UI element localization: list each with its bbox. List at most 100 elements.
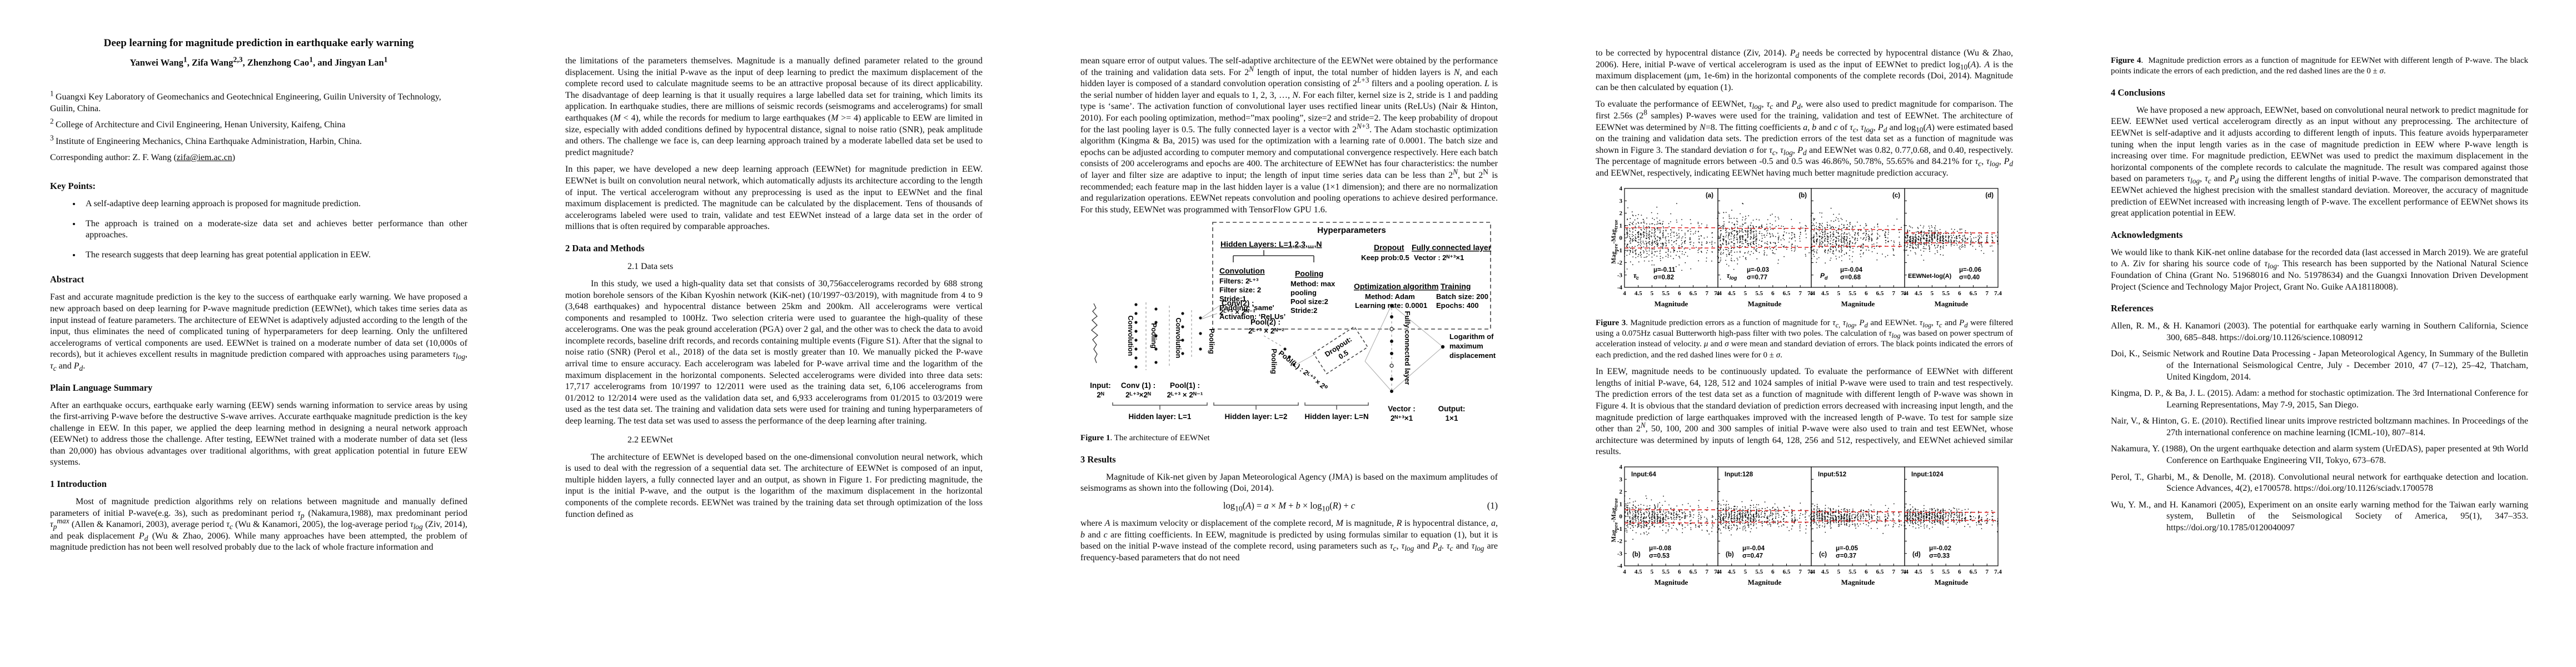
svg-text:6: 6 xyxy=(1958,569,1961,575)
svg-text:5.5: 5.5 xyxy=(1662,290,1670,297)
training-epochs: Epochs: 400 xyxy=(1436,301,1479,310)
svg-text:6: 6 xyxy=(1771,290,1775,297)
svg-text:-3: -3 xyxy=(1617,272,1623,278)
conv-activation: Activation: ‘ReLUs’ xyxy=(1219,312,1285,321)
optimization-title: Optimization algorithm xyxy=(1354,282,1438,291)
scatter-points-panel-1 xyxy=(1624,495,1718,540)
svg-text:6.5: 6.5 xyxy=(1970,290,1977,297)
svg-text:6: 6 xyxy=(1865,569,1868,575)
scatter-points-panel-1 xyxy=(1624,202,1718,277)
corresponding-suffix: ) xyxy=(232,153,236,163)
page3-paragraph-1: mean square error of output values. The … xyxy=(1080,56,1498,215)
panel-corner-label: (b) xyxy=(1726,551,1734,558)
svg-text:σ=0.33: σ=0.33 xyxy=(1929,552,1950,559)
scatter-points-panel-2 xyxy=(1717,202,1812,280)
svg-text:6: 6 xyxy=(1865,290,1868,297)
pool2-label: Pool(2) : xyxy=(1250,318,1280,326)
svg-text:5: 5 xyxy=(1651,290,1654,297)
conv-padding: Padding: 'same' xyxy=(1219,303,1274,312)
series-label: EEWNet-log(A) xyxy=(1908,272,1952,279)
pool-method: Method: max xyxy=(1291,280,1336,288)
authors-line: Yanwei Wang1, Zifa Wang2,3, Zhenzhong Ca… xyxy=(129,55,388,68)
svg-text:μ=-0.08: μ=-0.08 xyxy=(1649,545,1672,552)
svg-text:4: 4 xyxy=(1620,185,1623,192)
equation-1: log10(A) = a × M + b × log10(R) + c (1) xyxy=(1080,500,1498,512)
paper-title: Deep learning for magnitude prediction i… xyxy=(103,37,414,49)
hyperparameters-title: Hyperparameters xyxy=(1317,226,1386,235)
svg-text:σ=0.47: σ=0.47 xyxy=(1742,552,1763,559)
panel-input-label: Input:1024 xyxy=(1911,471,1944,478)
scatter-points-panel-2 xyxy=(1717,499,1812,536)
scatter-points-panel-3 xyxy=(1811,207,1905,263)
svg-text:7: 7 xyxy=(1798,569,1802,575)
svg-text:6: 6 xyxy=(1958,290,1961,297)
svg-text:5: 5 xyxy=(1837,290,1841,297)
training-title: Training xyxy=(1441,282,1471,291)
svg-text:7.4: 7.4 xyxy=(1994,290,2002,297)
svg-text:5.5: 5.5 xyxy=(1662,569,1670,575)
figure-4-caption: Figure 4. Magnitude prediction errors as… xyxy=(2111,56,2528,76)
svg-text:6: 6 xyxy=(1678,569,1681,575)
page3-paragraph-3: where A is maximum velocity or displacem… xyxy=(1080,518,1498,563)
dropout-node: Dropout: 0.5 xyxy=(1313,326,1368,375)
figure-3-caption: Figure 3. Magnitude prediction errors as… xyxy=(1596,318,2014,360)
output-value: 1×1 xyxy=(1446,414,1458,422)
introduction-text: Most of magnitude prediction algorithms … xyxy=(50,497,468,552)
xlabel: Magnitude xyxy=(1748,300,1782,308)
svg-text:6.5: 6.5 xyxy=(1876,569,1884,575)
affiliation-2: 2 College of Architecture and Civil Engi… xyxy=(50,117,346,130)
svg-text:6.5: 6.5 xyxy=(1876,290,1884,297)
svg-text:μ=-0.06: μ=-0.06 xyxy=(1959,267,1981,273)
key-point-3: The research suggests that deep learning… xyxy=(81,250,467,261)
email-link[interactable]: zifa@iem.ac.cn xyxy=(176,153,232,163)
corresponding-author: Corresponding author: Z. F. Wang (zifa@i… xyxy=(50,152,467,164)
svg-text:5.5: 5.5 xyxy=(1755,569,1763,575)
series-label: τlog xyxy=(1727,271,1737,280)
pool1-value: 2ᴸ⁺³ × 2ᴺ⁻¹ xyxy=(1167,391,1203,399)
svg-text:6.5: 6.5 xyxy=(1690,290,1697,297)
panel-corner-label: (c) xyxy=(1892,192,1900,199)
introduction-heading: 1 Introduction xyxy=(50,479,107,490)
svg-text:6: 6 xyxy=(1678,290,1681,297)
acknowledgments-heading: Acknowledgments xyxy=(2111,229,2183,240)
svg-text:μ=-0.03: μ=-0.03 xyxy=(1747,267,1769,273)
svg-text:3: 3 xyxy=(1620,197,1623,204)
rotated-fc-label: Fully connected layer xyxy=(1403,311,1412,385)
svg-text:σ=0.37: σ=0.37 xyxy=(1836,552,1856,559)
page2-paragraph-1: the limitations of the parameters themse… xyxy=(565,56,983,157)
svg-text:5: 5 xyxy=(1744,290,1747,297)
panel-input-label: Input:64 xyxy=(1631,471,1656,478)
optimization-method: Method: Adam xyxy=(1365,292,1415,301)
data-sets-heading: 2.1 Data sets xyxy=(627,261,674,271)
pool-stride: Stride:2 xyxy=(1291,306,1317,315)
panel-corner-label: (c) xyxy=(1819,551,1827,558)
svg-text:7.4: 7.4 xyxy=(1807,569,1815,575)
svg-text:7: 7 xyxy=(1985,290,1989,297)
svg-text:1: 1 xyxy=(1620,222,1623,229)
svg-text:-2: -2 xyxy=(1617,538,1623,545)
key-point-1: A self-adaptive deep learning approach i… xyxy=(81,198,467,210)
page2-paragraph-2: In this paper, we have developed a new d… xyxy=(565,165,983,232)
figure-1-architecture: Hyperparameters Hidden Layers: L=1,2,3,.… xyxy=(1080,221,1498,431)
svg-text:-1: -1 xyxy=(1617,526,1622,532)
svg-text:5.5: 5.5 xyxy=(1942,290,1950,297)
input-waveform xyxy=(1091,303,1099,364)
svg-text:μ=-0.04: μ=-0.04 xyxy=(1840,267,1863,273)
conv-filters: Filters: 2ᴸ⁺³ xyxy=(1219,277,1259,285)
svg-text:5: 5 xyxy=(1837,569,1841,575)
hidden-layer-braces xyxy=(1112,402,1369,410)
figure-1-caption: Figure 1. The architecture of EEWNet xyxy=(1080,434,1210,443)
key-point-2: The approach is trained on a moderate-si… xyxy=(81,218,467,241)
input-value: 2ᴺ xyxy=(1097,391,1104,399)
conv2-value: 2ᴸ⁺³ × 2ᴺ⁻¹ xyxy=(1219,308,1255,316)
svg-text:7: 7 xyxy=(1985,569,1989,575)
panel-input-label: Input:128 xyxy=(1725,471,1753,478)
pool-block-title: Pooling xyxy=(1295,269,1323,278)
svg-text:7: 7 xyxy=(1705,290,1708,297)
svg-text:4.5: 4.5 xyxy=(1728,569,1736,575)
reference-1: Allen, R. M., & H. Kanamori (2003). The … xyxy=(2111,321,2528,342)
xlabel: Magnitude xyxy=(1935,578,1969,586)
plain-language-summary-text: After an earthquake occurs, earthquake e… xyxy=(50,400,467,467)
